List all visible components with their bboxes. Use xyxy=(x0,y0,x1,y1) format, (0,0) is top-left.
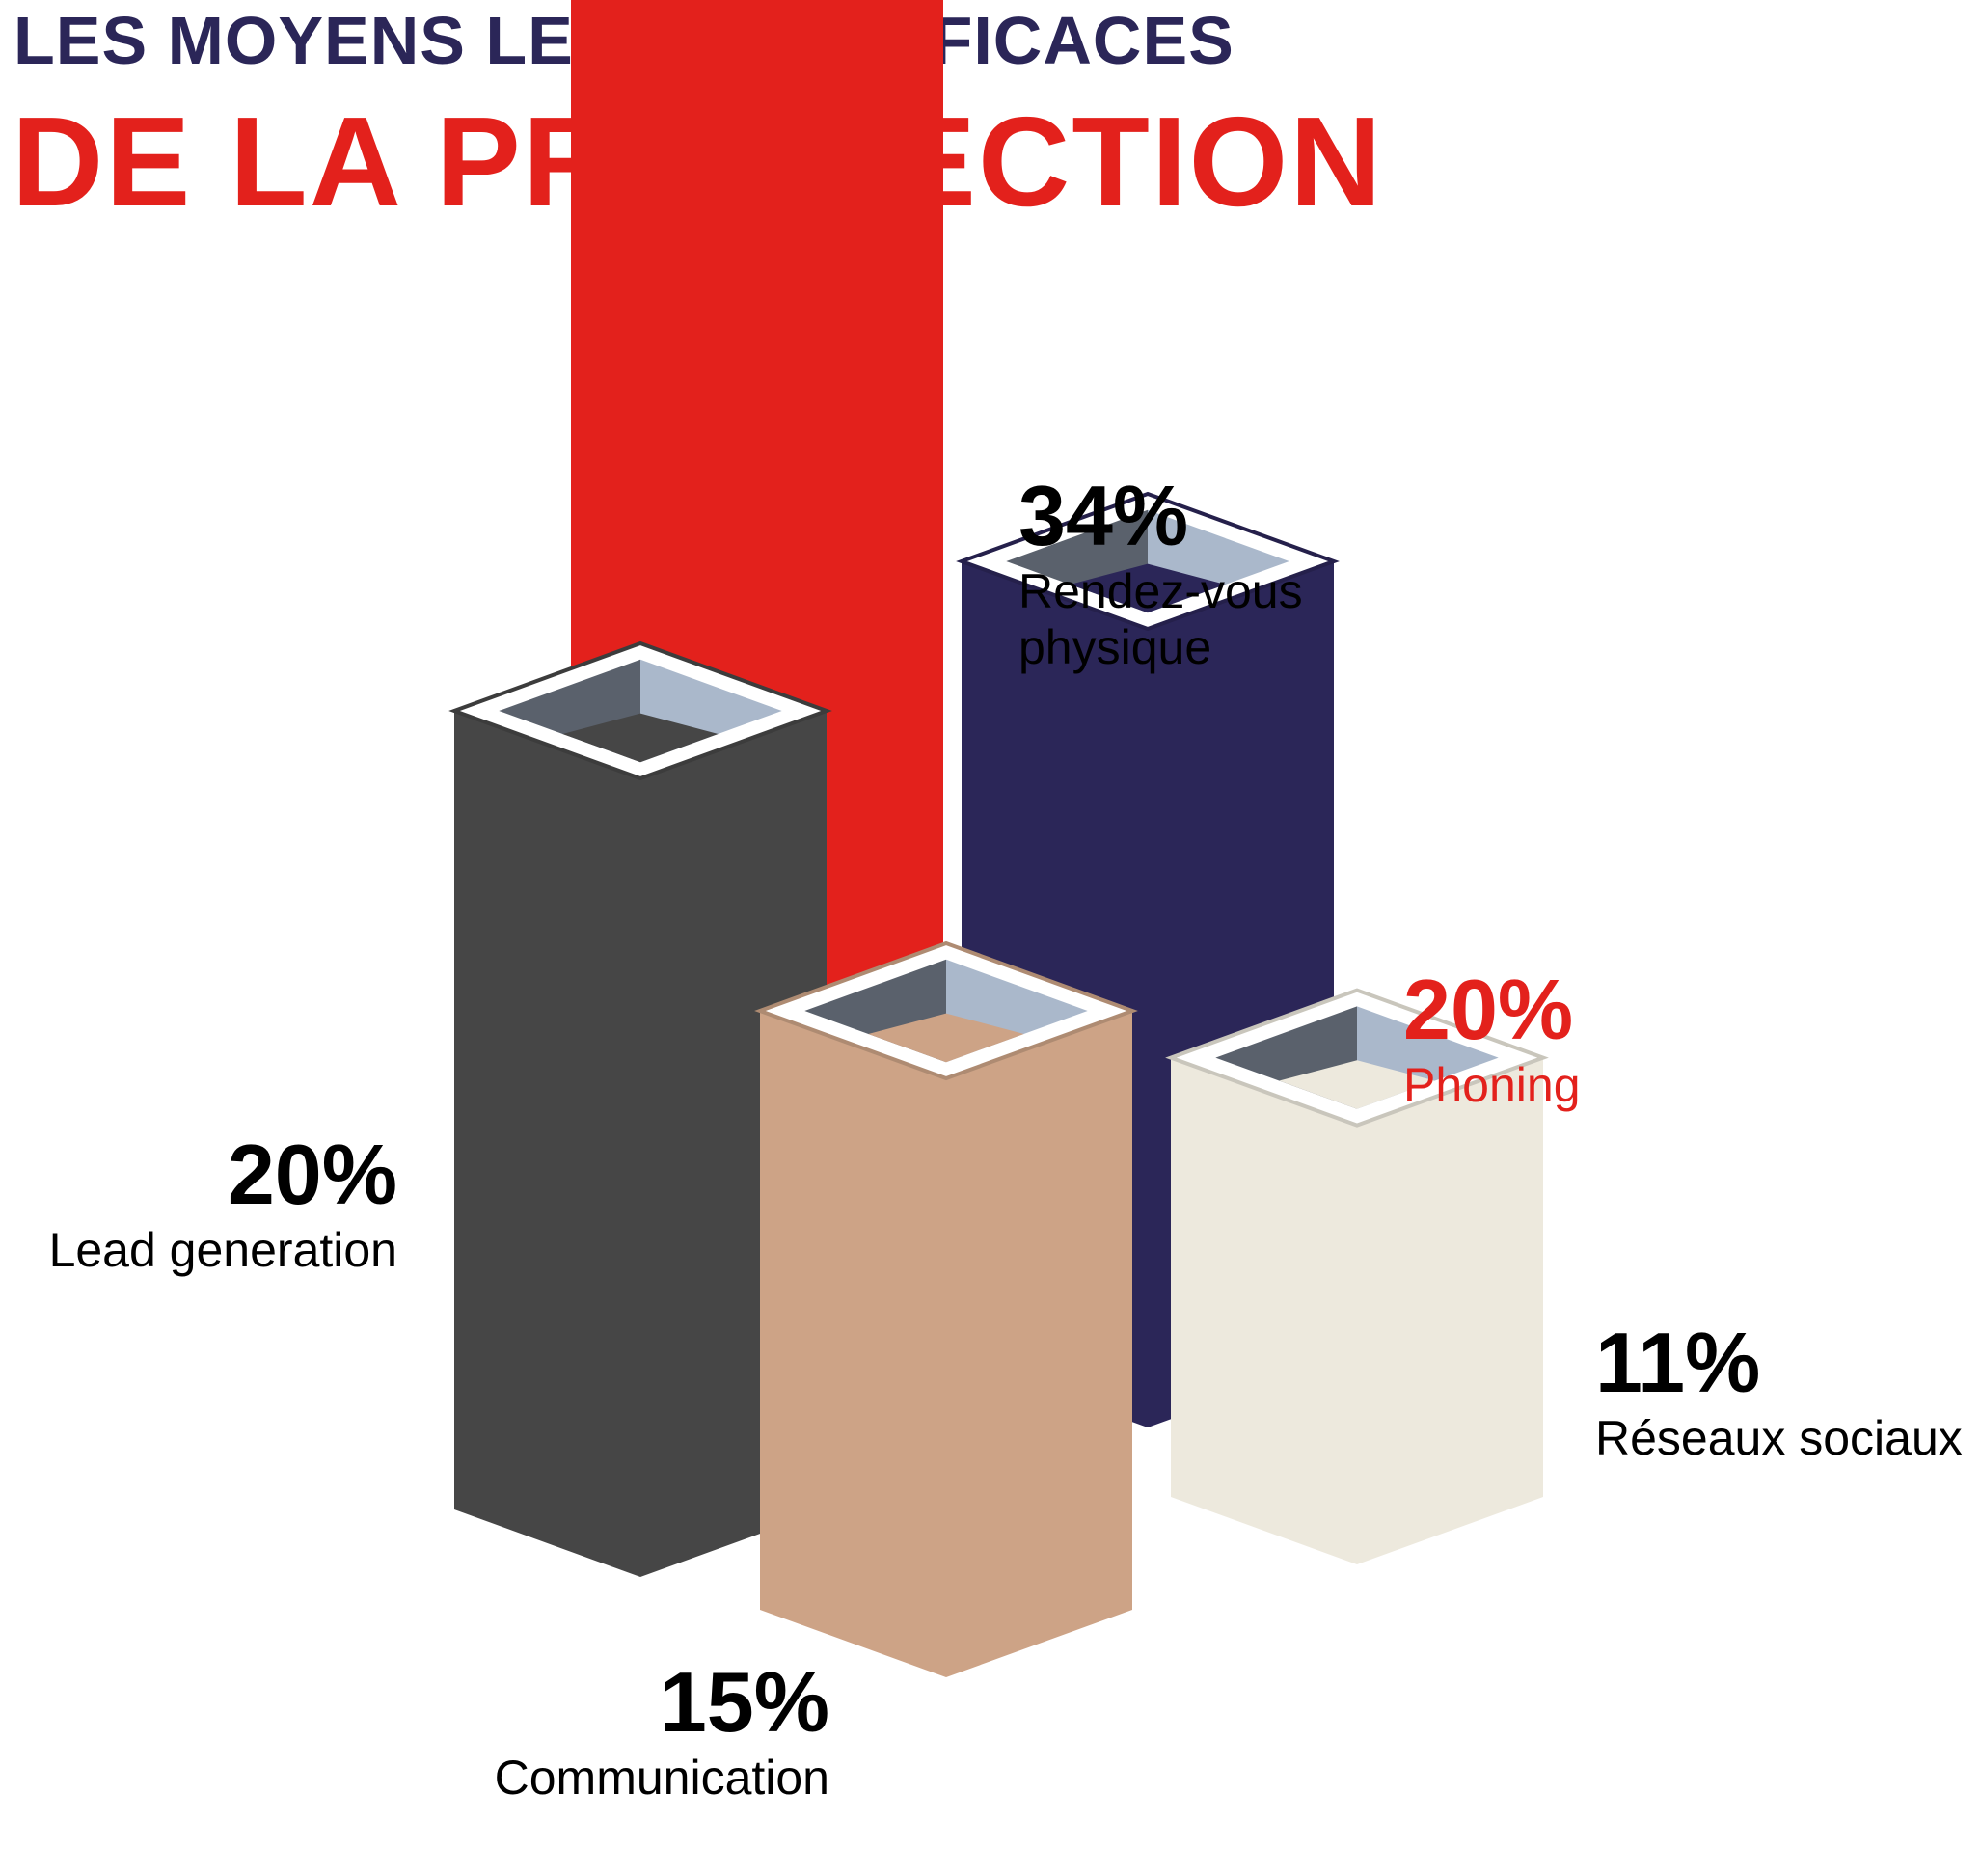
bar-phoning-inner-floor xyxy=(1070,563,1226,613)
category-label-communication: Communication xyxy=(494,1751,829,1806)
category-label-rendez-vous-1: Rendez-vous xyxy=(1018,564,1303,619)
label-lead-generation: 20% Lead generation xyxy=(49,1126,397,1279)
label-phoning: 20% Phoning xyxy=(1403,961,1581,1114)
bar-reseaux-sociaux-right-face xyxy=(1357,1057,1543,1564)
value-label-lead-generation: 20% xyxy=(227,1127,397,1222)
bar-reseaux-sociaux-inner-floor xyxy=(1279,1060,1435,1109)
value-label-communication: 15% xyxy=(659,1654,829,1750)
category-label-lead-generation: Lead generation xyxy=(48,1223,397,1278)
category-label-rendez-vous-2: physique xyxy=(1018,619,1212,674)
bar-lead-generation-left-face xyxy=(454,711,640,1577)
bar-reseaux-sociaux-left-face xyxy=(1171,1057,1357,1564)
label-communication: 15% Communication xyxy=(495,1653,829,1807)
label-reseaux-sociaux: 11% Réseaux sociaux xyxy=(1595,1314,1963,1467)
category-label-reseaux-sociaux: Réseaux sociaux xyxy=(1595,1411,1963,1466)
label-rendez-vous: 34% Rendez-vous physique xyxy=(1018,467,1303,675)
bar-communication-right-face xyxy=(946,1011,1132,1677)
bar-communication-inner-floor xyxy=(868,1013,1024,1063)
bar-lead-generation-inner-floor xyxy=(562,713,719,763)
bar-communication xyxy=(754,940,1138,1677)
value-label-rendez-vous: 34% xyxy=(1018,468,1189,563)
category-label-phoning: Phoning xyxy=(1403,1058,1581,1113)
bar-reseaux-sociaux xyxy=(1165,988,1549,1564)
bar-communication-left-face xyxy=(760,1011,946,1677)
value-label-phoning: 20% xyxy=(1403,962,1574,1057)
value-label-reseaux-sociaux: 11% xyxy=(1595,1315,1761,1410)
